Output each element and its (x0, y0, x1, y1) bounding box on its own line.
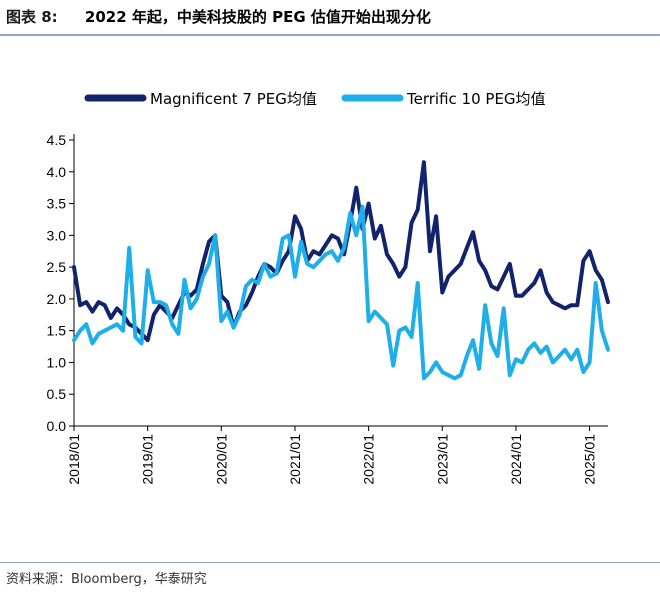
footer-rule (0, 562, 660, 563)
y-axis: 0.0 0.5 1.0 1.5 2.0 2.5 3.0 3.5 4.0 4.5 (47, 132, 75, 434)
x-tick-label: 2021/01 (287, 434, 303, 485)
y-tick-label: 0.0 (47, 418, 67, 434)
y-tick-label: 1.5 (47, 323, 67, 339)
x-tick-label: 2023/01 (434, 434, 450, 485)
figure-label: 图表 8: (6, 8, 58, 26)
figure-title-text: 2022 年起，中美科技股的 PEG 估值开始出现分化 (84, 8, 431, 26)
figure-header: 图表 8: 2022 年起，中美科技股的 PEG 估值开始出现分化 (0, 0, 660, 36)
series-line-terrific-10 (72, 204, 610, 381)
chart-legend: Magnificent 7 PEG均值 Terrific 10 PEG均值 (84, 90, 546, 108)
y-tick-label: 4.0 (47, 164, 67, 180)
legend-terrific-10: Terrific 10 PEG均值 (341, 90, 546, 108)
legend-magnificent-7: Magnificent 7 PEG均值 (84, 90, 317, 108)
x-tick-label: 2019/01 (140, 434, 156, 485)
y-tick-label: 2.0 (47, 291, 67, 307)
series-lines (72, 160, 610, 381)
y-tick-label: 3.5 (47, 196, 67, 212)
y-tick-label: 1.0 (47, 354, 67, 370)
x-tick-label: 2020/01 (213, 434, 229, 485)
y-tick-label: 3.0 (47, 227, 67, 243)
y-tick-label: 4.5 (47, 132, 67, 148)
series-line-magnificent-7 (72, 160, 610, 343)
legend-label: Terrific 10 PEG均值 (406, 90, 546, 108)
x-tick-label: 2018/01 (66, 434, 82, 485)
source-note: 资料来源：Bloomberg，华泰研究 (6, 572, 207, 587)
x-axis: 2018/01 2019/01 2020/01 2021/01 2022/01 2023/… (66, 425, 608, 485)
peg-line-chart: Magnificent 7 PEG均值 Terrific 10 PEG均值 0.0… (47, 90, 610, 485)
legend-label: Magnificent 7 PEG均值 (150, 90, 317, 108)
header-rule (0, 34, 660, 36)
y-tick-label: 2.5 (47, 259, 67, 275)
x-tick-label: 2025/01 (582, 434, 598, 485)
y-tick-label: 0.5 (47, 386, 67, 402)
x-tick-label: 2022/01 (361, 434, 377, 485)
figure-title: 图表 8: 2022 年起，中美科技股的 PEG 估值开始出现分化 (6, 6, 431, 27)
x-tick-label: 2024/01 (508, 434, 524, 485)
